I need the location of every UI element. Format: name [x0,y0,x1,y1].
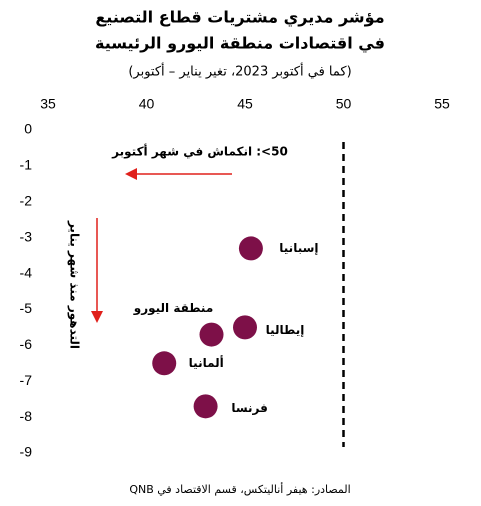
y-tick-label: -2 [20,192,33,208]
point [199,322,224,347]
y-tick-label: -6 [20,336,33,352]
point [233,315,257,340]
chart-title: مؤشر مديري مشتريات قطاع التصنيع [95,8,384,28]
point-label: إيطاليا [266,323,305,337]
point-label: ألمانيا [189,355,224,370]
chart-title: في اقتصادات منطقة اليورو الرئيسية [95,34,385,54]
x-tick-label: 45 [237,96,253,112]
y-tick-label: -8 [20,408,33,424]
x-tick-label: 55 [434,96,450,112]
y-tick-label: -9 [20,444,33,460]
point-label: إسبانيا [279,241,318,255]
point [193,394,218,419]
y-tick-label: -7 [20,372,33,388]
point [152,351,177,376]
y-tick-label: -4 [20,264,33,280]
y-tick-label: -5 [20,300,33,316]
y-tick-label: 0 [24,121,32,137]
x-tick-label: 40 [139,96,155,112]
point-label: فرنسا [231,401,268,415]
point [238,236,263,261]
chart-subtitle: (كما في أكتوبر 2023، تغير يناير – أكتوبر… [128,63,351,80]
annotation: التدهور منذ شهر يناير [67,220,82,349]
source: المصادر: هيفر أناليتكس، قسم الاقتصاد في … [129,482,350,496]
point-label: منطقة اليورو [133,301,214,316]
x-tick-label: 35 [40,96,56,112]
y-tick-label: -1 [20,157,33,173]
y-tick-label: -3 [20,228,33,244]
x-tick-label: 50 [336,96,352,112]
annotation: 50>: انكماش في شهر أكتوبر [111,144,288,160]
